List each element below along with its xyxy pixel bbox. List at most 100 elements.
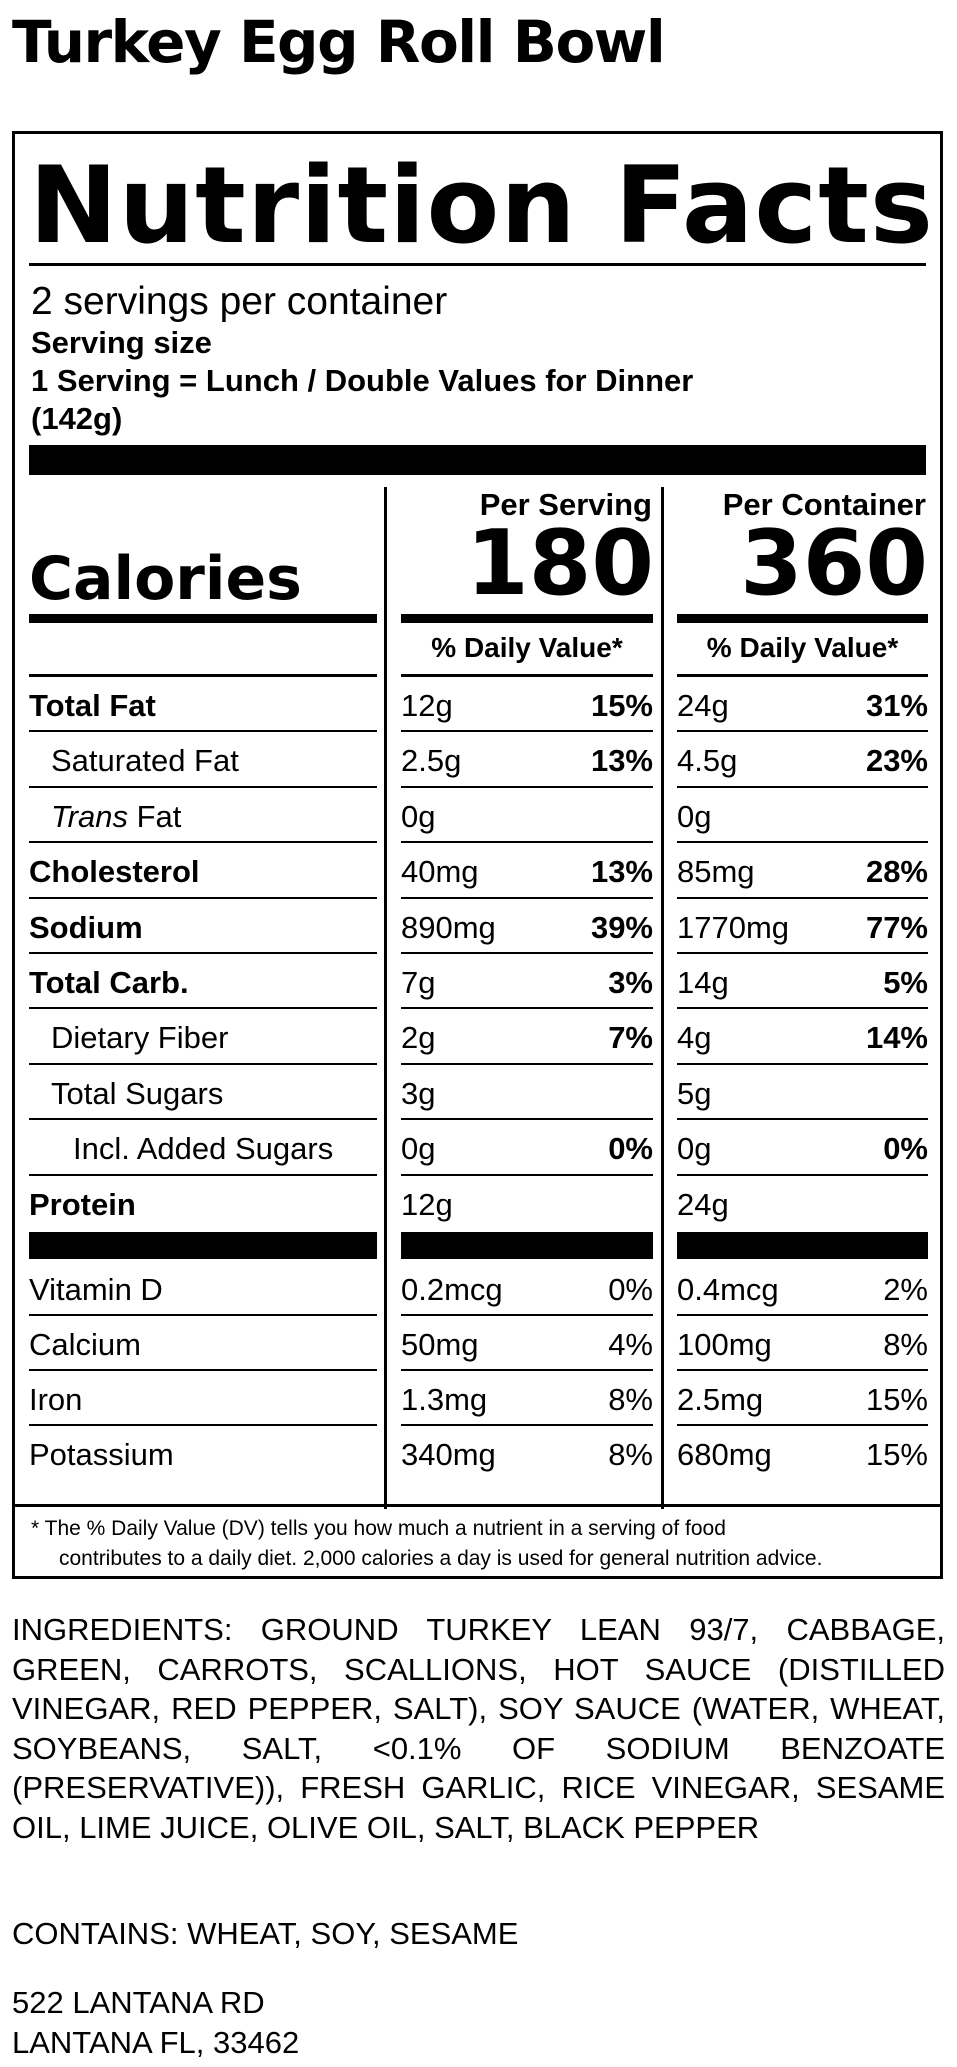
nutrient-name: Saturated Fat bbox=[51, 743, 239, 779]
serving-daily-value: 8% bbox=[608, 1437, 653, 1472]
dv-header-divider bbox=[677, 674, 928, 677]
nutrient-row: Dietary Fiber 2g 7% 4g 14% bbox=[15, 1010, 940, 1065]
serving-daily-value: 3% bbox=[608, 965, 653, 1000]
vitamin-row: Calcium 50mg 4% 100mg 8% bbox=[15, 1317, 940, 1372]
container-daily-value: 23% bbox=[865, 743, 928, 779]
per-serving-header: Per Serving bbox=[479, 487, 652, 522]
serving-daily-value: 8% bbox=[608, 1382, 653, 1417]
row-divider bbox=[401, 1424, 653, 1426]
nutrient-name: Total Fat bbox=[29, 688, 156, 723]
row-divider bbox=[401, 1173, 653, 1176]
daily-value-header-container: % Daily Value* bbox=[706, 632, 899, 663]
row-divider bbox=[677, 1062, 928, 1065]
container-amount: 14g bbox=[677, 965, 729, 1000]
serving-amount: 2g bbox=[401, 1020, 436, 1056]
serving-amount: 12g bbox=[401, 1186, 453, 1222]
product-title: Turkey Egg Roll Bowl bbox=[12, 8, 666, 76]
calories-divider-a bbox=[29, 614, 377, 623]
nutrient-row: Total Carb. 7g 3% 14g 5% bbox=[15, 955, 940, 1010]
row-divider bbox=[677, 841, 928, 844]
serving-daily-value: 0% bbox=[608, 1272, 653, 1307]
serving-daily-value: 39% bbox=[590, 909, 653, 945]
row-divider bbox=[677, 785, 928, 788]
nutrient-name: Total Carb. bbox=[29, 965, 189, 1000]
vitamin-divider-a bbox=[29, 1232, 377, 1259]
column-divider-right bbox=[661, 487, 664, 1509]
container-amount: 4.5g bbox=[677, 743, 738, 779]
nutrient-name: Total Sugars bbox=[51, 1075, 224, 1111]
container-amount: 5g bbox=[677, 1075, 712, 1111]
row-divider bbox=[401, 1369, 653, 1371]
container-daily-value: 2% bbox=[883, 1272, 928, 1307]
row-divider bbox=[677, 1424, 928, 1426]
row-divider bbox=[677, 1118, 928, 1121]
nutrient-row: Total Fat 12g 15% 24g 31% bbox=[15, 678, 940, 733]
serving-daily-value bbox=[551, 1177, 653, 1232]
row-divider bbox=[29, 1424, 377, 1426]
address-line-1: 522 LANTANA RD bbox=[12, 1985, 265, 2020]
container-daily-value bbox=[827, 789, 928, 844]
serving-amount: 0g bbox=[401, 1131, 436, 1167]
container-daily-value: 8% bbox=[883, 1327, 928, 1362]
container-daily-value: 5% bbox=[883, 965, 928, 1000]
container-amount: 24g bbox=[677, 1186, 729, 1222]
nutrient-name: Sodium bbox=[29, 909, 143, 945]
calories-divider-c bbox=[677, 614, 928, 623]
row-divider bbox=[401, 1118, 653, 1121]
nutrient-name: Iron bbox=[29, 1382, 83, 1417]
footnote-line-1: * The % Daily Value (DV) tells you how m… bbox=[31, 1517, 726, 1540]
container-daily-value bbox=[827, 1177, 928, 1232]
nutrient-row: Protein 12g 24g bbox=[15, 1177, 940, 1232]
nutrient-row: Trans Fat 0g 0g bbox=[15, 789, 940, 844]
container-daily-value: 14% bbox=[865, 1020, 928, 1056]
nutrient-row: Sodium 890mg 39% 1770mg 77% bbox=[15, 900, 940, 955]
nutrient-row: Cholesterol 40mg 13% 85mg 28% bbox=[15, 844, 940, 899]
ingredients-list: INGREDIENTS: GROUND TURKEY LEAN 93/7, CA… bbox=[12, 1612, 945, 1845]
container-daily-value bbox=[827, 1066, 928, 1121]
serving-daily-value: 4% bbox=[608, 1327, 653, 1362]
row-divider bbox=[401, 1007, 653, 1010]
serving-daily-value bbox=[551, 789, 653, 844]
row-divider bbox=[401, 730, 653, 733]
serving-amount: 0.2mcg bbox=[401, 1272, 503, 1307]
nutrient-name: Protein bbox=[29, 1186, 136, 1222]
footnote-line-2: contributes to a daily diet. 2,000 calor… bbox=[59, 1547, 823, 1570]
vitamin-divider-b bbox=[401, 1232, 653, 1259]
row-divider bbox=[29, 1314, 377, 1316]
serving-amount: 0g bbox=[401, 798, 436, 834]
row-divider bbox=[29, 730, 377, 733]
container-daily-value: 28% bbox=[865, 854, 928, 890]
row-divider bbox=[677, 1369, 928, 1371]
nutrition-facts-label: Nutrition Facts 2 servings per container… bbox=[12, 131, 943, 1579]
serving-daily-value: 15% bbox=[590, 688, 653, 723]
serving-daily-value: 0% bbox=[608, 1131, 653, 1167]
container-amount: 100mg bbox=[677, 1327, 772, 1362]
container-amount: 0g bbox=[677, 798, 712, 834]
row-divider bbox=[29, 952, 377, 954]
row-divider bbox=[677, 1007, 928, 1010]
nutrient-name-italic: Trans bbox=[51, 798, 128, 834]
calories-label: Calories bbox=[29, 544, 302, 614]
serving-amount: 50mg bbox=[401, 1327, 479, 1362]
nutrient-name: Dietary Fiber bbox=[51, 1020, 229, 1056]
row-divider bbox=[401, 1062, 653, 1065]
allergen-statement: CONTAINS: WHEAT, SOY, SESAME bbox=[12, 1916, 519, 1951]
calories-per-container: 360 bbox=[740, 511, 928, 616]
serving-amount: 12g bbox=[401, 688, 453, 723]
row-divider bbox=[29, 896, 377, 899]
row-divider bbox=[401, 952, 653, 954]
nutrition-facts-heading: Nutrition Facts bbox=[29, 144, 934, 267]
serving-amount: 2.5g bbox=[401, 743, 462, 779]
nutrient-name: Calcium bbox=[29, 1327, 141, 1362]
container-amount: 4g bbox=[677, 1020, 712, 1056]
container-daily-value: 15% bbox=[865, 1382, 928, 1417]
daily-value-header-serving: % Daily Value* bbox=[431, 632, 623, 663]
row-divider bbox=[401, 896, 653, 899]
serving-amount: 3g bbox=[401, 1075, 436, 1111]
row-divider bbox=[677, 896, 928, 899]
servings-per-container: 2 servings per container bbox=[31, 280, 448, 323]
serving-daily-value: 7% bbox=[608, 1020, 653, 1056]
row-divider bbox=[29, 1173, 377, 1176]
address-line-2: LANTANA FL, 33462 bbox=[12, 2025, 300, 2060]
per-container-header: Per Container bbox=[722, 487, 926, 522]
